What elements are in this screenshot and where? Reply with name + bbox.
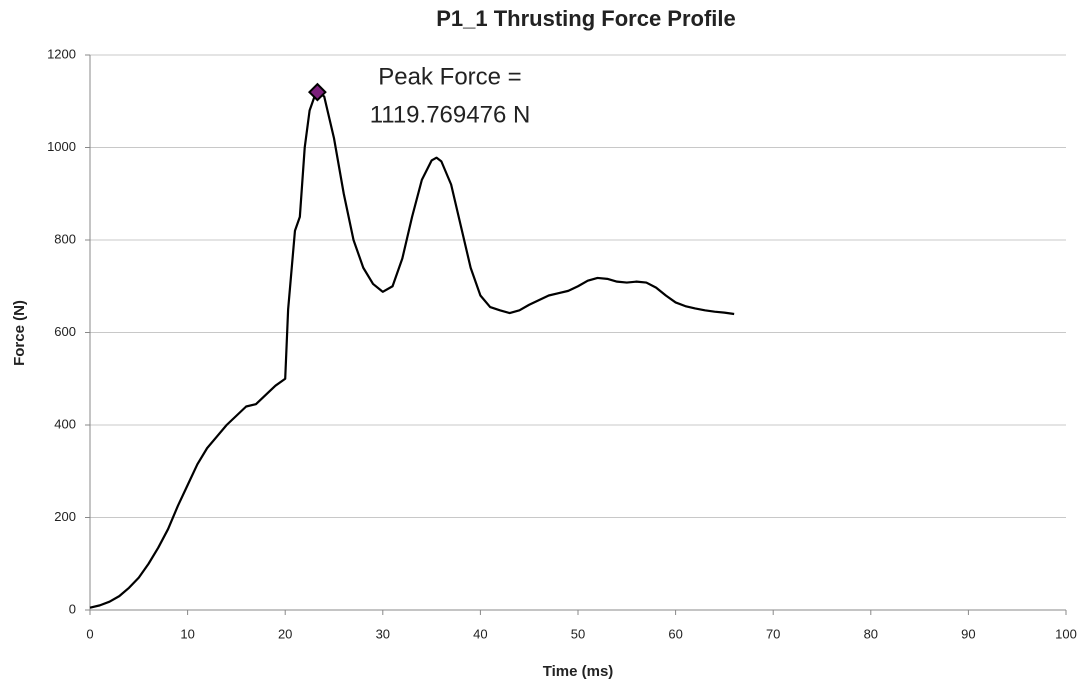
x-tick-label: 100 (1055, 626, 1077, 641)
y-tick-label: 800 (54, 231, 76, 246)
x-tick-label: 30 (376, 626, 390, 641)
x-tick-label: 20 (278, 626, 292, 641)
data-line (89, 91, 735, 609)
x-tick-label: 70 (766, 626, 780, 641)
y-tick-label: 400 (54, 416, 76, 431)
x-tick-label: 90 (961, 626, 975, 641)
x-tick-label: 40 (473, 626, 487, 641)
x-tick-label: 50 (571, 626, 585, 641)
y-tick-label: 1200 (47, 46, 76, 61)
peak-marker (307, 82, 327, 102)
x-tick-label: 80 (864, 626, 878, 641)
y-tick-label: 0 (69, 601, 76, 616)
annotation: 1119.769476 N (370, 101, 531, 128)
x-tick-label: 10 (180, 626, 194, 641)
x-tick-label: 60 (668, 626, 682, 641)
chart-title: P1_1 Thrusting Force Profile (436, 6, 736, 31)
annotation: Peak Force = (378, 63, 521, 90)
y-tick-label: 200 (54, 509, 76, 524)
x-tick-label: 0 (86, 626, 93, 641)
y-tick-label: 600 (54, 324, 76, 339)
y-axis-label: Force (N) (11, 300, 28, 366)
x-axis-label: Time (ms) (543, 663, 614, 680)
y-tick-label: 1000 (47, 139, 76, 154)
